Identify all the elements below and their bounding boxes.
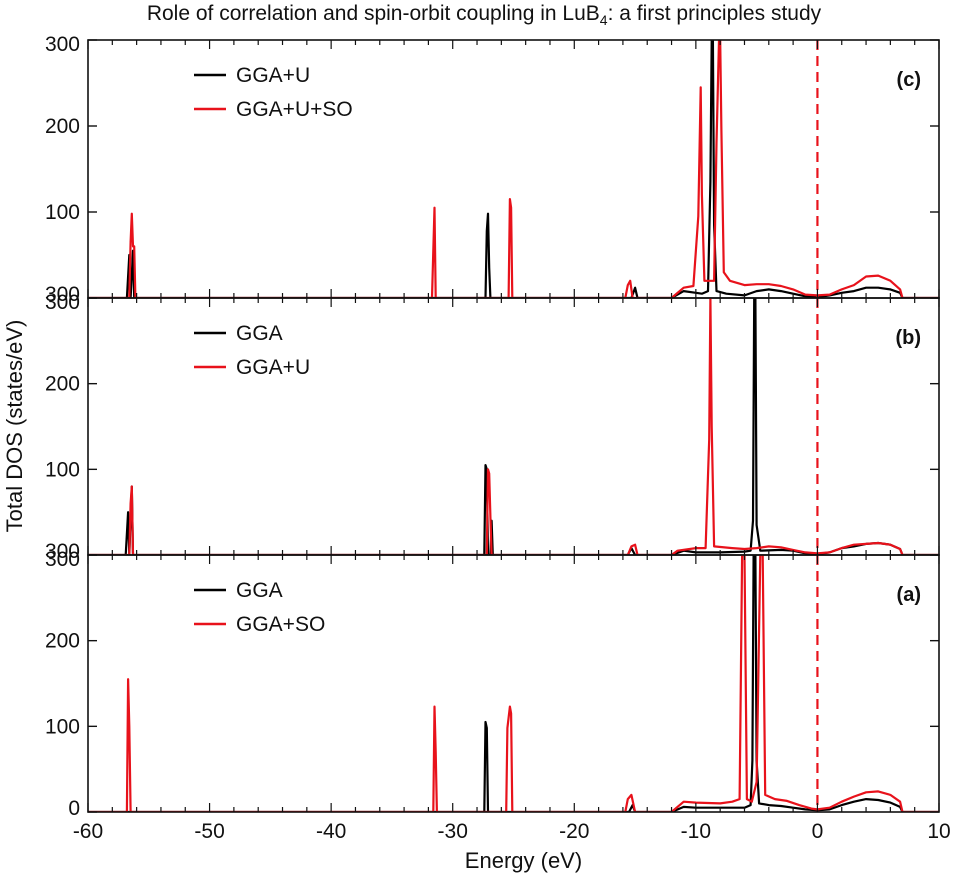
x-tick-label: -10 [681,820,711,843]
panel-frame [87,39,940,299]
panel-a: 0 100 200 300 (a) GGA GGA+SO [45,548,940,820]
figure-title: Role of correlation and spin-orbit coupl… [0,2,968,28]
y-tick-label: 100 [45,201,80,224]
x-tick-label: 10 [927,820,950,843]
y-tick-label: 200 [45,373,80,396]
x-tick-label: -30 [438,820,468,843]
panel-c: 300 100 200 300 (c) GGA+U GGA+U+SO [45,33,940,306]
y-axis-label: Total DOS (states/eV) [2,320,27,533]
y-tick-label: 100 [45,458,80,481]
y-tick-label: 300 [45,291,80,314]
series-line-b-2 [88,298,939,555]
legend-label-c-2: GGA+U+SO [236,98,353,121]
y-tick-label: 200 [45,630,80,653]
series-line-b-1 [88,298,939,555]
panel-b: 300 100 200 300 (b) GGA GGA+U [45,291,940,563]
series-line-a-2 [88,555,939,812]
panel-tag-a: (a) [897,584,921,606]
y-tick-label: 300 [45,540,80,563]
panel-tag-b: (b) [895,327,921,349]
title-subscript: 4 [599,12,608,29]
y-tick-label: 300 [45,33,80,56]
x-axis-label: Energy (eV) [465,848,582,873]
legend-label-b-2: GGA+U [236,356,310,379]
series-line-c-1 [88,40,939,298]
x-tick-label: -40 [316,820,346,843]
y-tick-label: 300 [45,283,80,306]
y-tick-label: 200 [45,115,80,138]
title-prefix: Role of correlation and spin-orbit coupl… [146,2,600,25]
y-tick-label: 0 [68,797,80,820]
legend-label-b-1: GGA [236,322,283,345]
series-line-a-1 [88,555,939,812]
title-suffix: : a first principles study [607,2,822,25]
x-tick-label: -20 [559,820,589,843]
panel-frame [87,554,940,813]
y-tick-label: 300 [45,548,80,571]
legend-label-c-1: GGA+U [236,64,310,87]
panel-frame [87,297,940,556]
x-tick-label: -50 [194,820,224,843]
panel-tag-c: (c) [897,69,921,91]
x-tick-label: 0 [812,820,824,843]
x-tick-label: -60 [73,820,103,843]
legend-label-a-1: GGA [236,579,283,602]
series-line-c-2 [88,40,939,298]
legend-label-a-2: GGA+SO [236,613,325,636]
y-tick-label: 100 [45,715,80,738]
